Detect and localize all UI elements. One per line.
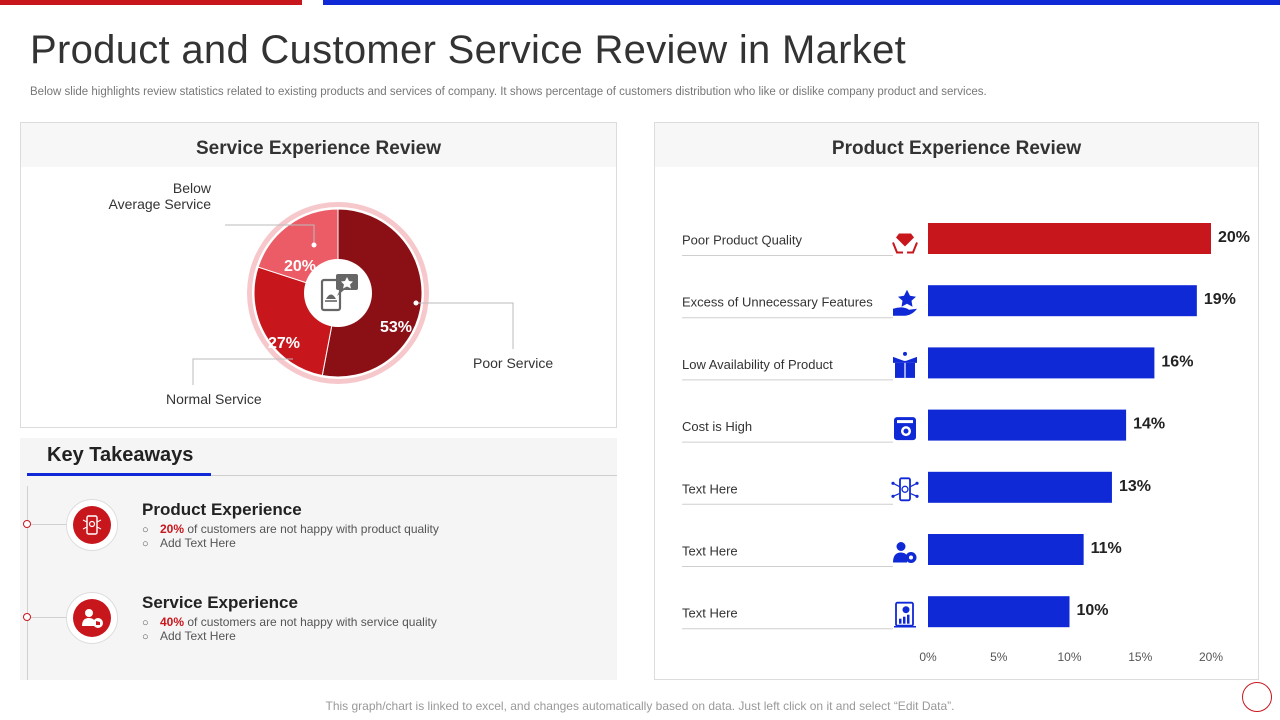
leader-dot	[413, 300, 419, 306]
key-takeaways-panel: Key Takeaways Product Experience ○ 20% of…	[20, 438, 617, 680]
service-review-panel: Service Experience Review 20% 27% 53% Below…	[20, 122, 617, 428]
bar[interactable]	[928, 285, 1197, 317]
bar-category-label: Poor Product Quality	[682, 233, 802, 248]
product-bar-chart[interactable]: Poor Product Quality 20% Excess of Unneces…	[655, 167, 1258, 679]
service-experience-bullet-2: ○ Add Text Here	[142, 629, 236, 643]
bar[interactable]	[928, 471, 1112, 503]
key-takeaways-divider	[211, 475, 617, 476]
takeaway-icon-circle	[66, 499, 118, 551]
report-chart-icon	[894, 601, 916, 628]
x-tick-label: 10%	[1057, 650, 1081, 664]
cash-register-icon	[894, 417, 916, 441]
rating-phone-icon	[320, 274, 358, 312]
x-tick-label: 0%	[919, 650, 937, 664]
top-accent-bar-red	[0, 0, 302, 5]
leader-line	[192, 358, 293, 385]
x-tick-label: 5%	[990, 650, 1008, 664]
pie-category-label: Poor Service	[473, 355, 553, 371]
bar-value-label: 14%	[1133, 416, 1165, 433]
bar-value-label: 13%	[1119, 478, 1151, 495]
page-subtitle: Below slide highlights review statistics…	[30, 86, 987, 98]
bar[interactable]	[928, 347, 1155, 379]
pie-value-label: 20%	[284, 258, 316, 275]
bar-value-label: 19%	[1204, 291, 1236, 308]
product-experience-text-2: Add Text Here	[160, 536, 236, 550]
bar-category-label: Cost is High	[682, 419, 752, 434]
service-review-title: Service Experience Review	[21, 123, 616, 167]
mobile-network-icon	[82, 515, 102, 535]
product-experience-text: of customers are not happy with product …	[184, 522, 439, 536]
service-pie-chart[interactable]: 20% 27% 53% Below Average Service Normal Serv…	[21, 167, 616, 427]
timeline-line	[27, 486, 28, 680]
pie-category-label: Below Average Service	[109, 180, 212, 212]
product-review-panel: Product Experience Review Poor Product Q…	[654, 122, 1259, 680]
phone-network-icon	[891, 477, 919, 502]
timeline-dot	[23, 613, 31, 621]
bar-category-label: Text Here	[682, 606, 738, 621]
diamond-hands-icon	[892, 233, 918, 254]
key-takeaways-title: Key Takeaways	[47, 444, 194, 466]
timeline-connector	[31, 617, 67, 618]
bar[interactable]	[928, 596, 1070, 628]
bar-category-label: Excess of Unnecessary Features	[682, 295, 873, 310]
bar[interactable]	[928, 223, 1211, 254]
product-experience-pct: 20%	[160, 522, 185, 536]
leader-line	[416, 302, 514, 349]
x-tick-label: 20%	[1199, 650, 1223, 664]
product-experience-bullet-1: ○ 20% of customers are not happy with pro…	[142, 522, 439, 536]
product-experience-bullet-2: ○ Add Text Here	[142, 536, 236, 550]
service-experience-text: of customers are not happy with service …	[184, 615, 437, 629]
bar[interactable]	[928, 409, 1127, 441]
bar-category-label: Low Availability of Product	[682, 357, 833, 372]
pie-value-label: 27%	[268, 335, 300, 352]
timeline-dot	[23, 520, 31, 528]
bar-value-label: 10%	[1077, 602, 1109, 619]
product-review-title: Product Experience Review	[655, 123, 1258, 167]
top-accent-bar-blue	[323, 0, 1280, 5]
leader-dot	[311, 242, 317, 248]
service-experience-title: Service Experience	[142, 593, 298, 612]
bar[interactable]	[928, 534, 1084, 565]
footer-note: This graph/chart is linked to excel, and…	[325, 699, 955, 713]
open-box-icon	[893, 351, 917, 378]
page-title: Product and Customer Service Review in M…	[30, 28, 907, 72]
leader-line	[225, 224, 315, 245]
bar-value-label: 11%	[1091, 540, 1122, 557]
bar-value-label: 20%	[1218, 229, 1250, 246]
service-experience-text-2: Add Text Here	[160, 629, 236, 643]
corner-circle-decoration	[1242, 682, 1272, 712]
bar-category-label: Text Here	[682, 544, 738, 559]
pie-category-label: Normal Service	[166, 391, 262, 407]
service-experience-bullet-1: ○ 40% of customers are not happy with ser…	[142, 615, 437, 629]
product-experience-title: Product Experience	[142, 500, 302, 519]
pie-value-label: 53%	[380, 319, 412, 336]
takeaway-icon-circle	[66, 592, 118, 644]
pie-slice[interactable]	[321, 208, 423, 378]
timeline-connector	[31, 524, 67, 525]
bar-category-label: Text Here	[682, 481, 738, 496]
service-experience-pct: 40%	[160, 615, 185, 629]
user-settings-icon	[893, 542, 917, 563]
star-hand-icon	[893, 289, 917, 316]
user-thumbs-down-icon	[82, 609, 103, 628]
x-tick-label: 15%	[1128, 650, 1152, 664]
key-takeaways-underline	[27, 473, 211, 476]
bar-value-label: 16%	[1161, 353, 1193, 370]
